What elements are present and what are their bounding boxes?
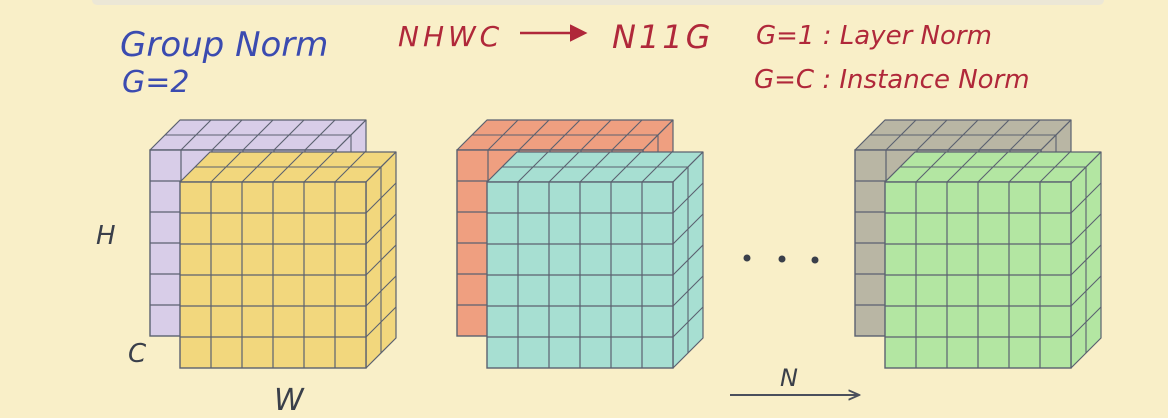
cube3-front-right-gridline	[1070, 275, 1102, 307]
cube2-front-top-gridline	[548, 151, 580, 183]
cube1-front-right-gridline	[365, 182, 397, 214]
cube2-front-top-gridline	[517, 151, 549, 183]
ellipsis-dot-3	[811, 256, 819, 264]
axis-n-label: N	[780, 364, 798, 392]
cube1-front-top-gridline	[210, 151, 242, 183]
cube2-front-right-gridline	[672, 213, 704, 245]
cube2-front-right-gridline	[672, 244, 704, 276]
axis-c-label: C	[128, 339, 147, 369]
cube3-front-top-gridline	[1008, 151, 1040, 183]
cube1-front-top-gridline	[303, 151, 335, 183]
cube2-back-top-gridline	[611, 119, 643, 151]
cube1-front-right-gridline	[365, 213, 397, 245]
cube1-back-top-gridline	[273, 119, 305, 151]
formula-from: NHWC	[398, 20, 503, 53]
cube3-back-top-gridline	[978, 119, 1010, 151]
title-line1: Group Norm	[120, 25, 328, 65]
ellipsis-dot-1	[743, 254, 751, 262]
cube2-front-right-gridline	[672, 275, 704, 307]
cube2-back-top-gridline	[518, 119, 550, 151]
cube-2	[456, 119, 704, 369]
cube1-front-top-gridline	[334, 151, 366, 183]
cube3-back-top-gridline	[1009, 119, 1041, 151]
title-line2: G=2	[122, 65, 189, 100]
cube3-front-top-gridline	[915, 151, 947, 183]
axis-w-label: W	[274, 383, 305, 418]
cube1-front-right-gridline	[365, 275, 397, 307]
ellipsis-dots	[743, 254, 819, 264]
cube2-front-top-gridline	[579, 151, 611, 183]
cube1-front-right-gridline	[365, 306, 397, 338]
formula-to: N11G	[612, 18, 713, 56]
note-g1: G=1 : Layer Norm	[756, 21, 992, 51]
cube3-back-top-gridline	[916, 119, 948, 151]
top-strip	[92, 0, 1104, 5]
cube2-back-top-gridline	[580, 119, 612, 151]
axis-h-label: H	[96, 221, 116, 251]
cube3-front-top-gridline	[946, 151, 978, 183]
cube2-front-top-gridline	[610, 151, 642, 183]
cube2-front-right-gridline	[672, 182, 704, 214]
cube1-back-top-gridline	[242, 119, 274, 151]
cube2-front-right-gridline	[672, 306, 704, 338]
cube3-front-right-gridline	[1070, 213, 1102, 245]
cube1-front-right-gridline	[365, 244, 397, 276]
cube3-back-top-gridline	[885, 119, 917, 151]
cube3-front-right-gridline	[1070, 182, 1102, 214]
cube1-back-top-gridline	[180, 119, 212, 151]
cube1-front-top-gridline	[241, 151, 273, 183]
cube3-front-top-gridline	[977, 151, 1009, 183]
cube2-back-top-gridline	[487, 119, 519, 151]
cube3-front-top-gridline	[1039, 151, 1071, 183]
cube-3	[854, 119, 1102, 369]
cube3-front-right-gridline	[1070, 244, 1102, 276]
cube1-front-top-gridline	[272, 151, 304, 183]
cube1-back-top-gridline	[211, 119, 243, 151]
cube1-back-top-gridline	[304, 119, 336, 151]
cube-1	[149, 119, 397, 369]
note-gc: G=C : Instance Norm	[754, 65, 1030, 95]
cube3-front-right-gridline	[1070, 306, 1102, 338]
ellipsis-dot-2	[778, 255, 786, 263]
cube2-back-top-gridline	[549, 119, 581, 151]
cube3-back-top-gridline	[947, 119, 979, 151]
cube2-front-top-gridline	[641, 151, 673, 183]
